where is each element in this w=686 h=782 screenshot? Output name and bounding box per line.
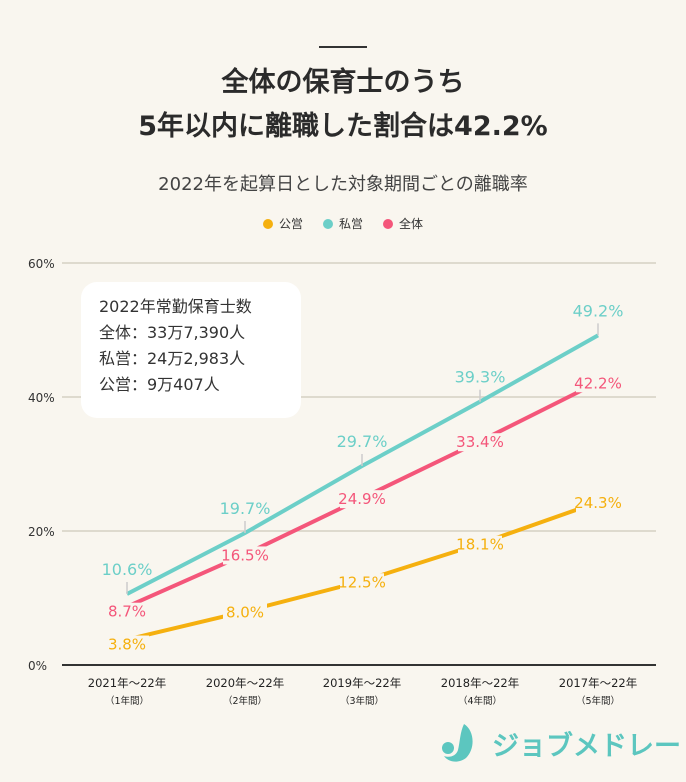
logo-icon — [442, 724, 473, 762]
data-label-bg — [576, 494, 620, 513]
data-label-bg — [105, 602, 149, 621]
box-line-public: 公営：9万407人 — [99, 375, 220, 394]
x-tick-sublabel: （2年間） — [223, 695, 267, 707]
x-tick-sublabel: （5年間） — [576, 695, 620, 707]
x-tick-sublabel: （1年間） — [105, 695, 149, 707]
x-tick-label: 2018年～22年 — [441, 676, 519, 690]
legend: 公営 私営 全体 — [0, 215, 686, 232]
legend-label: 公営 — [278, 217, 303, 231]
box-heading: 2022年常勤保育士数 — [99, 297, 252, 316]
legend-label: 全体 — [399, 217, 424, 231]
data-label: 18.1% — [456, 536, 504, 554]
chart-subtitle: 2022年を起算日とした対象期間ごとの離職率 — [158, 174, 528, 195]
box-line-private: 私営：24万2,983人 — [99, 349, 246, 368]
data-label: 24.3% — [574, 494, 622, 512]
x-tick-sublabel: （4年間） — [458, 695, 502, 707]
legend-item-public: 公営 — [262, 215, 303, 232]
y-tick-label: 60% — [28, 257, 55, 271]
data-label: 39.3% — [455, 368, 506, 387]
data-label: 3.8% — [108, 636, 146, 654]
data-label: 10.6% — [102, 560, 153, 579]
logo: ジョブメドレー — [440, 722, 681, 764]
data-label-bg — [458, 433, 502, 452]
series-line-0 — [126, 500, 599, 642]
data-label: 19.7% — [220, 499, 271, 518]
legend-dot — [262, 219, 273, 229]
staff-count-box: 2022年常勤保育士数 全体：33万7,390人 私営：24万2,983人 公営… — [81, 282, 301, 418]
x-tick-label: 2020年～22年 — [206, 676, 284, 690]
data-label: 33.4% — [456, 433, 504, 451]
y-tick-label: 40% — [28, 391, 55, 405]
data-label: 49.2% — [573, 301, 624, 320]
data-label-bg — [576, 374, 620, 393]
data-label: 12.5% — [338, 573, 386, 591]
title-line-1: 全体の保育士のうち — [221, 67, 465, 98]
data-label: 8.7% — [108, 603, 146, 621]
y-tick-label: 0% — [28, 659, 47, 673]
x-tick-label: 2021年～22年 — [88, 676, 166, 690]
legend-label: 私営 — [338, 217, 363, 231]
x-tick-label: 2017年～22年 — [559, 676, 637, 690]
legend-dot — [322, 219, 333, 229]
data-label: 42.2% — [574, 374, 622, 392]
x-tick-sublabel: （3年間） — [340, 695, 384, 707]
legend-item-total: 全体 — [383, 215, 423, 232]
data-label: 8.0% — [226, 603, 264, 621]
y-tick-label: 20% — [28, 525, 55, 539]
title-rule — [319, 46, 367, 48]
data-label-bg — [105, 635, 149, 654]
logo-text: ジョブメドレー — [492, 730, 681, 762]
data-label-bg — [340, 573, 384, 592]
legend-dot — [383, 219, 393, 229]
x-tick-label: 2019年～22年 — [323, 676, 401, 690]
data-label: 29.7% — [337, 432, 388, 451]
data-label: 24.9% — [338, 490, 386, 508]
data-label-bg — [223, 546, 267, 565]
data-label-bg — [458, 535, 502, 554]
data-label-bg — [223, 603, 267, 622]
title-line-2: 5年以内に離職した割合は42.2% — [138, 111, 548, 142]
data-label-bg — [340, 490, 384, 509]
data-label: 16.5% — [221, 546, 269, 564]
legend-item-private: 私営 — [322, 215, 363, 232]
box-line-total: 全体：33万7,390人 — [99, 323, 246, 342]
